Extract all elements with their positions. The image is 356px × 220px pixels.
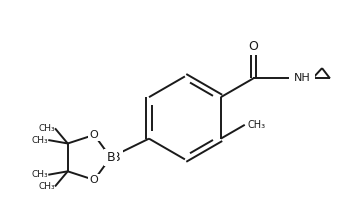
- Text: NH: NH: [294, 73, 310, 83]
- Text: CH₃: CH₃: [38, 182, 55, 191]
- Text: B: B: [106, 151, 115, 164]
- Text: CH₃: CH₃: [32, 136, 48, 145]
- Text: B: B: [112, 151, 121, 164]
- Text: CH₃: CH₃: [32, 170, 48, 179]
- Text: CH₃: CH₃: [248, 120, 266, 130]
- Text: O: O: [248, 40, 258, 53]
- Text: CH₃: CH₃: [38, 124, 55, 133]
- Text: NH: NH: [297, 75, 314, 85]
- Text: O: O: [90, 130, 99, 140]
- Text: O: O: [90, 175, 99, 185]
